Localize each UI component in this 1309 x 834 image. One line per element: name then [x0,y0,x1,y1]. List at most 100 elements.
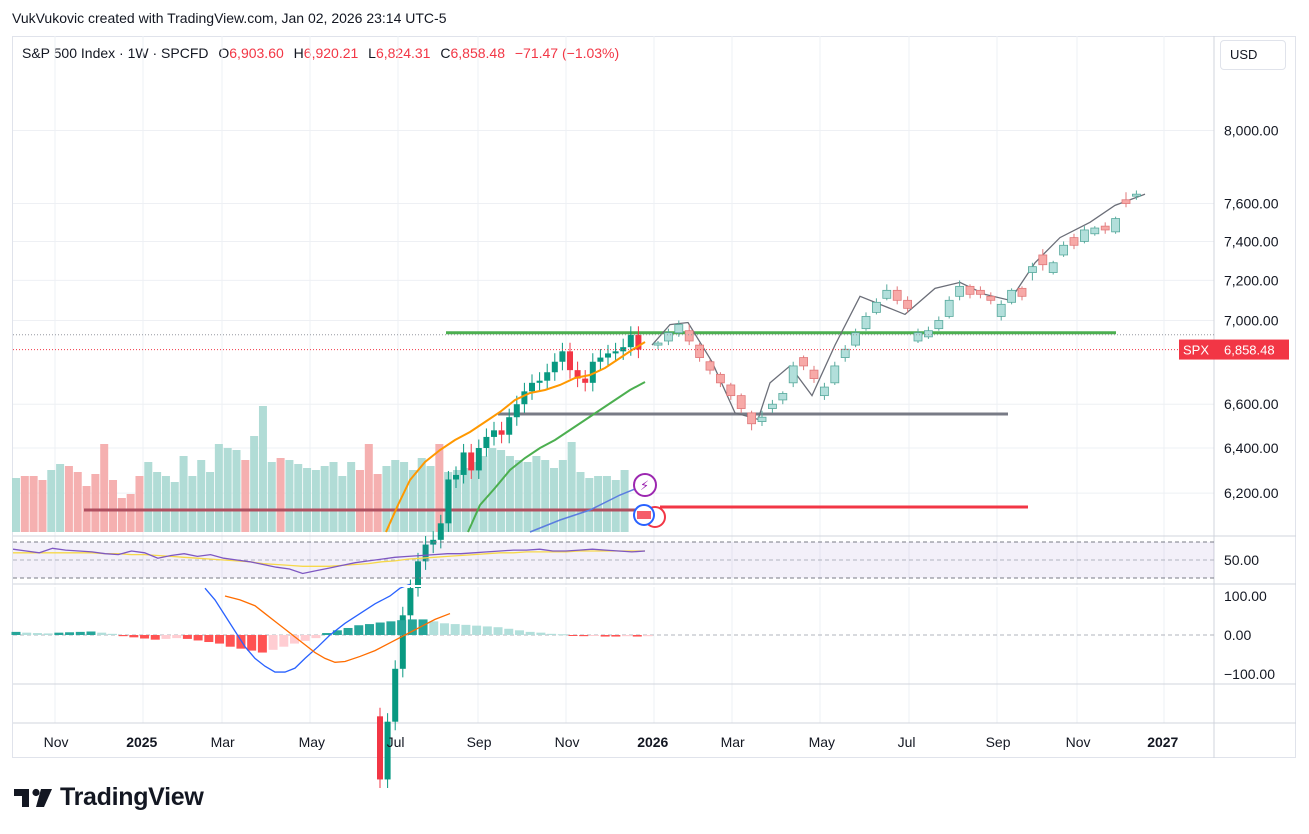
volume-bar [311,470,320,532]
pane-mask [13,585,1213,587]
projected-candle-body [872,301,881,313]
macd-histogram-bar [343,627,353,635]
news-event-bolt: ⚡ [640,478,649,493]
price-axis-label: 8,000.00 [1224,123,1279,139]
volume-bar [523,462,532,532]
volume-bar [241,460,250,532]
candle-body [415,561,421,589]
symbol-title[interactable]: S&P 500 Index · 1W · SPCFD [22,45,209,61]
volume-bar [170,482,179,532]
time-axis-label: May [299,734,325,750]
projected-candle-body [986,295,996,301]
volume-bar [355,470,364,532]
volume-bar [267,462,276,532]
macd-histogram-bar [300,635,310,641]
macd-histogram-bar [461,624,471,635]
volume-bar [602,476,611,532]
candle-body [627,334,634,348]
time-axis-label: Nov [555,734,580,750]
candle-body [567,351,573,371]
macd-histogram-bar [611,635,621,637]
candle-body [597,357,604,362]
ema-slow-line [467,381,646,533]
macd-histogram-bar [568,635,578,636]
price-axis-label: 7,600.00 [1224,196,1279,212]
projected-candle-body [768,403,777,409]
candle-body [521,391,528,405]
macd-histogram-bar [600,635,610,637]
currency-selector[interactable]: USD [1220,40,1286,70]
volume-bar [303,468,312,532]
candle-body [536,380,543,383]
macd-histogram-bar [107,633,117,635]
candle-body [498,430,505,435]
candle-body [513,404,520,418]
tradingview-logo-icon [14,788,52,807]
volume-bar [400,462,409,532]
projected-candle-body [1100,225,1110,231]
candle-body [559,351,566,362]
macd-histogram-bar [86,631,96,635]
macd-histogram-bar [557,634,567,636]
rsi-line [12,547,646,575]
open-label: O [218,45,230,61]
macd-histogram-bar [632,635,642,637]
time-axis-label: Sep [986,734,1011,750]
volume-bar [38,480,47,532]
projected-candle-body [695,344,704,358]
macd-histogram-bar [32,633,42,635]
macd-histogram-bar [472,625,482,635]
volume-bar [258,406,267,532]
projected-candle-body [757,416,767,422]
projected-candle-body [944,299,954,317]
volume-bar [64,466,73,532]
high-value: 6,920.21 [303,45,359,61]
macd-histogram-bar [514,630,524,635]
time-axis-label: 2025 [126,734,157,750]
projected-candle-body [653,342,663,346]
last-price-tag [1217,339,1289,360]
volume-bar [541,460,550,532]
projected-candle-body [955,285,964,297]
macd-histogram-bar [407,619,417,635]
projected-candle-body [1090,227,1100,235]
volume-bar [391,460,400,532]
open-value: 6,903.60 [229,45,284,61]
rsi-band-fill [13,542,1214,578]
macd-histogram-bar [161,635,171,639]
volume-bar [505,456,514,532]
volume-bar [135,476,144,532]
volume-bar [408,470,417,532]
macd-histogram-bar [129,635,139,638]
macd-line [204,583,411,673]
macd-histogram-bar [364,624,374,635]
candle-body [506,417,513,435]
volume-bar [206,472,215,532]
macd-histogram-bar [172,635,182,639]
volume-bar [20,476,29,532]
projected-candle-body [705,361,715,371]
macd-histogram-bar [118,635,128,637]
projected-candle-body [1038,254,1048,266]
projected-candle-body [1017,287,1027,297]
candle-body [399,615,406,669]
macd-histogram-bar [97,632,107,635]
macd-histogram-bar [290,635,300,644]
volume-bar [532,456,541,532]
candle-body [453,474,459,480]
macd-histogram-bar [643,635,653,637]
last-price-value: 6,858.48 [1224,343,1275,358]
macd-histogram-bar [322,633,332,635]
projected-candle-body [736,395,746,409]
macd-histogram-bar [43,633,53,635]
projected-candle-body [924,330,933,338]
volume-bar [56,464,65,532]
volume-bar [338,476,347,532]
macd-histogram-bar [225,635,235,647]
macd-histogram-bar [439,623,449,635]
projected-candle-body [1007,289,1016,303]
projected-candle-body [913,332,923,342]
projected-candle-body [788,365,798,384]
candle-body [392,668,399,722]
